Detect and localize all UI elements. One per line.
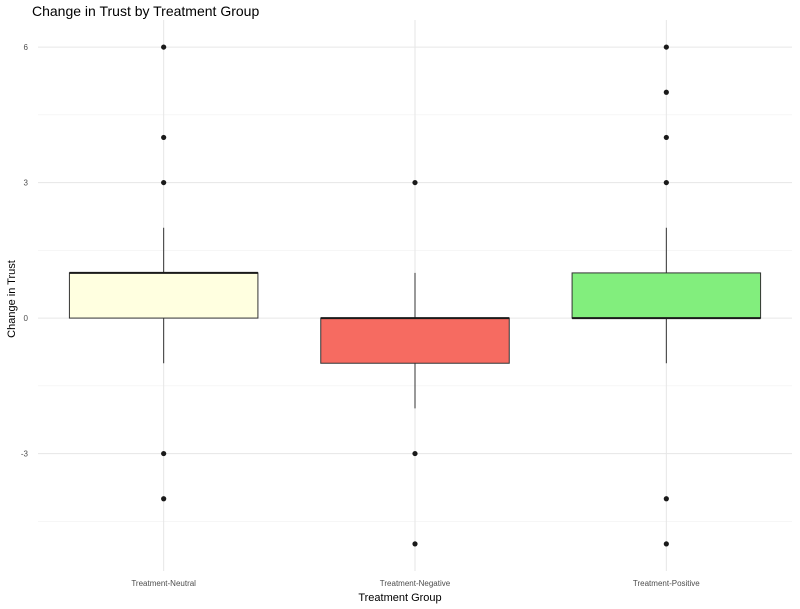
outlier-point <box>161 134 167 141</box>
box <box>571 272 762 319</box>
y-tick-label: 3 <box>24 179 29 188</box>
outlier-point <box>161 179 167 186</box>
x-tick-label: Treatment-Negative <box>380 579 451 588</box>
outlier-point <box>663 134 669 141</box>
x-tick-label: Treatment-Positive <box>633 579 700 588</box>
y-axis-title: Change in Trust <box>6 260 18 338</box>
y-tick-label: -3 <box>21 450 29 459</box>
outlier-point <box>412 179 418 186</box>
outlier-point <box>161 496 167 502</box>
chart-title: Change in Trust by Treatment Group <box>32 3 260 19</box>
outlier-point <box>161 450 167 457</box>
outlier-point <box>161 44 167 50</box>
box <box>320 317 510 364</box>
box <box>68 272 259 319</box>
outlier-point <box>663 541 669 547</box>
outlier-point <box>663 496 669 502</box>
x-tick-label: Treatment-Neutral <box>131 579 196 588</box>
outlier-point <box>663 89 669 95</box>
y-tick-label: 0 <box>24 314 29 323</box>
outlier-point <box>663 44 669 50</box>
outlier-point <box>412 541 418 547</box>
outlier-point <box>412 450 418 457</box>
y-tick-label: 6 <box>24 43 29 52</box>
outlier-point <box>663 179 669 186</box>
x-axis-title: Treatment Group <box>358 592 442 604</box>
